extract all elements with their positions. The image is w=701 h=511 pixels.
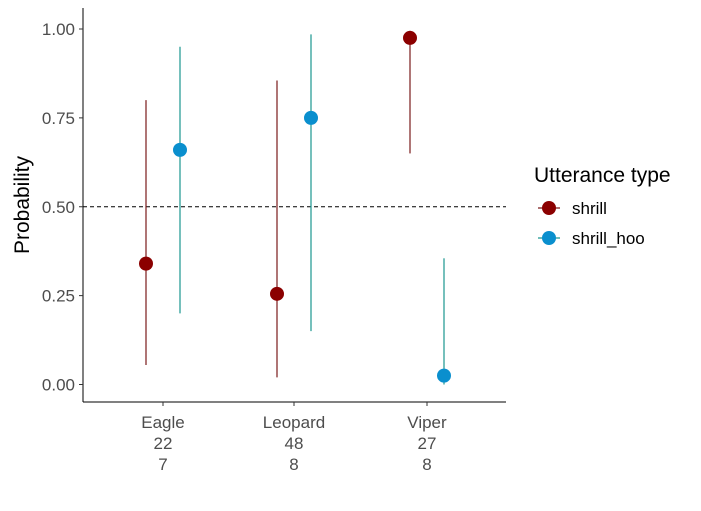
point-shrill bbox=[403, 30, 417, 45]
x-tick-label: Leopard bbox=[263, 413, 325, 432]
x-tick-label: 27 bbox=[418, 434, 437, 453]
point-shrill_hoo bbox=[173, 142, 187, 157]
legend-key-point bbox=[542, 231, 556, 245]
x-tick-label: Eagle bbox=[141, 413, 184, 432]
axes: 0.00 0.25 0.50 0.75 1.00 Eagle 22 7 Leopard 48 8 Vi… bbox=[42, 8, 506, 474]
y-tick-label: 0.00 bbox=[42, 376, 75, 395]
y-tick-label: 0.75 bbox=[42, 109, 75, 128]
legend: Utterance type shrill shrill_hoo bbox=[534, 164, 671, 248]
point-shrill bbox=[270, 286, 284, 301]
legend-key-point bbox=[542, 201, 556, 215]
legend-label: shrill bbox=[572, 199, 607, 218]
y-tick-label: 1.00 bbox=[42, 20, 75, 39]
legend-label: shrill_hoo bbox=[572, 229, 645, 248]
point-shrill_hoo bbox=[304, 110, 318, 125]
y-axis-title: Probability bbox=[11, 155, 34, 254]
x-tick-label: 8 bbox=[289, 455, 298, 474]
x-tick-label: 48 bbox=[285, 434, 304, 453]
x-tick-label: 22 bbox=[154, 434, 173, 453]
x-tick-label: 7 bbox=[158, 455, 167, 474]
point-shrill bbox=[139, 256, 153, 271]
plot-area bbox=[83, 30, 506, 385]
y-tick-label: 0.25 bbox=[42, 287, 75, 306]
legend-title: Utterance type bbox=[534, 164, 671, 187]
point-shrill_hoo bbox=[437, 368, 451, 383]
x-tick-label: Viper bbox=[407, 413, 447, 432]
y-tick-label: 0.50 bbox=[42, 198, 75, 217]
x-tick-label: 8 bbox=[422, 455, 431, 474]
